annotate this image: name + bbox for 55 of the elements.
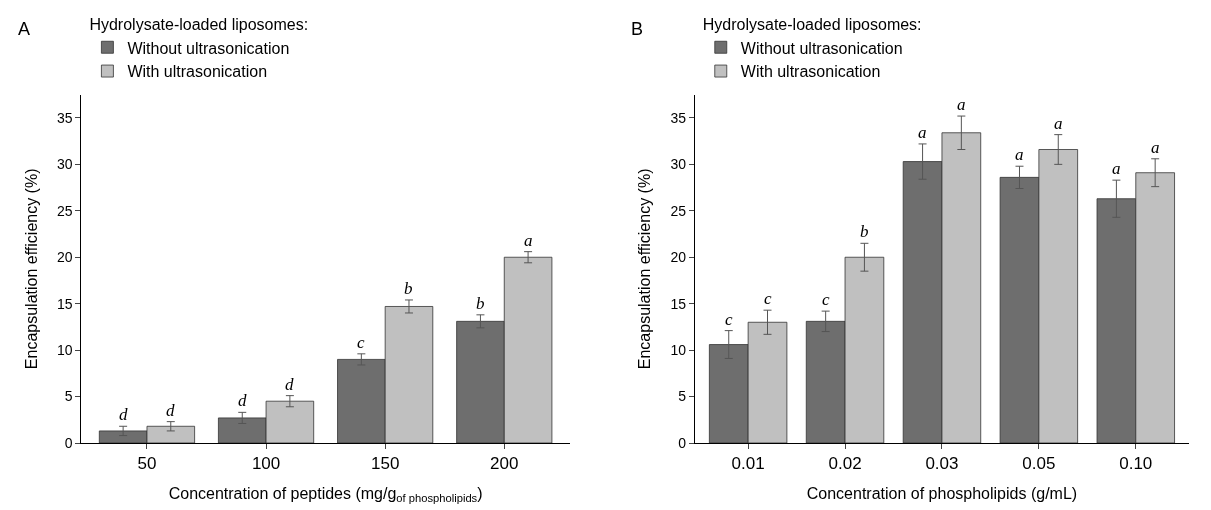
y-tick-label: 35 — [670, 109, 687, 126]
x-tick-label: 0.02 — [828, 454, 862, 474]
legend-label: Without ultrasonication — [127, 39, 290, 57]
x-tick-label: 0.03 — [925, 454, 959, 474]
y-tick-label: 30 — [57, 156, 73, 173]
data-label: a — [1015, 145, 1024, 164]
data-label: b — [476, 294, 485, 313]
data-label: a — [1151, 138, 1160, 157]
data-label: d — [285, 375, 294, 394]
data-label: a — [957, 95, 966, 114]
y-tick-label: 25 — [57, 202, 73, 219]
data-label: c — [725, 310, 733, 329]
x-axis-title: Concentration of phospholipids (g/mL) — [806, 485, 1078, 503]
y-tick-label: 5 — [64, 388, 73, 405]
y-axis-title: Encapsulation efficiency (%) — [22, 168, 40, 370]
y-tick-label: 10 — [670, 342, 687, 359]
y-tick-label: 20 — [57, 249, 73, 266]
y-tick-label: 10 — [57, 342, 73, 359]
y-tick-label: 30 — [670, 156, 687, 173]
x-axis-title: Concentration of peptides (mg/g$_{of phospholipids}$) — [168, 485, 483, 505]
data-label: c — [822, 290, 830, 309]
x-tick-label: 200 — [490, 454, 519, 474]
chart-title: B — [631, 19, 644, 39]
y-axis-title: Encapsulation efficiency (%) — [636, 168, 654, 370]
data-label: d — [238, 391, 247, 410]
data-label: d — [166, 401, 175, 420]
y-tick-label: 0 — [678, 434, 687, 451]
x-tick-label: 150 — [370, 454, 400, 474]
data-label: b — [404, 279, 413, 298]
y-tick-label: 15 — [57, 295, 73, 312]
x-tick-label: 100 — [251, 454, 281, 474]
legend-label: With ultrasonication — [127, 63, 268, 81]
data-label: a — [524, 231, 533, 250]
legend-title: Hydrolysate-loaded liposomes: — [702, 16, 922, 34]
x-tick-label: 0.05 — [1022, 454, 1056, 474]
y-tick-label: 15 — [670, 295, 687, 312]
data-label: a — [918, 123, 927, 142]
y-tick-label: 5 — [678, 388, 687, 405]
data-label: d — [119, 405, 128, 424]
y-tick-label: 20 — [670, 249, 687, 266]
data-label: c — [357, 333, 365, 352]
y-tick-label: 35 — [57, 109, 73, 126]
data-label: a — [1054, 114, 1063, 133]
data-label: b — [860, 222, 869, 241]
legend-label: Without ultrasonication — [740, 39, 903, 57]
legend-label: With ultrasonication — [740, 63, 881, 81]
chart-title: A — [18, 19, 31, 39]
data-label: a — [1112, 159, 1121, 178]
y-tick-label: 25 — [670, 202, 687, 219]
x-tick-label: 50 — [137, 454, 157, 474]
legend-title: Hydrolysate-loaded liposomes: — [89, 16, 309, 34]
data-label: c — [764, 289, 772, 308]
y-tick-label: 0 — [64, 434, 73, 451]
x-tick-label: 0.01 — [731, 454, 765, 474]
x-tick-label: 0.10 — [1119, 454, 1153, 474]
